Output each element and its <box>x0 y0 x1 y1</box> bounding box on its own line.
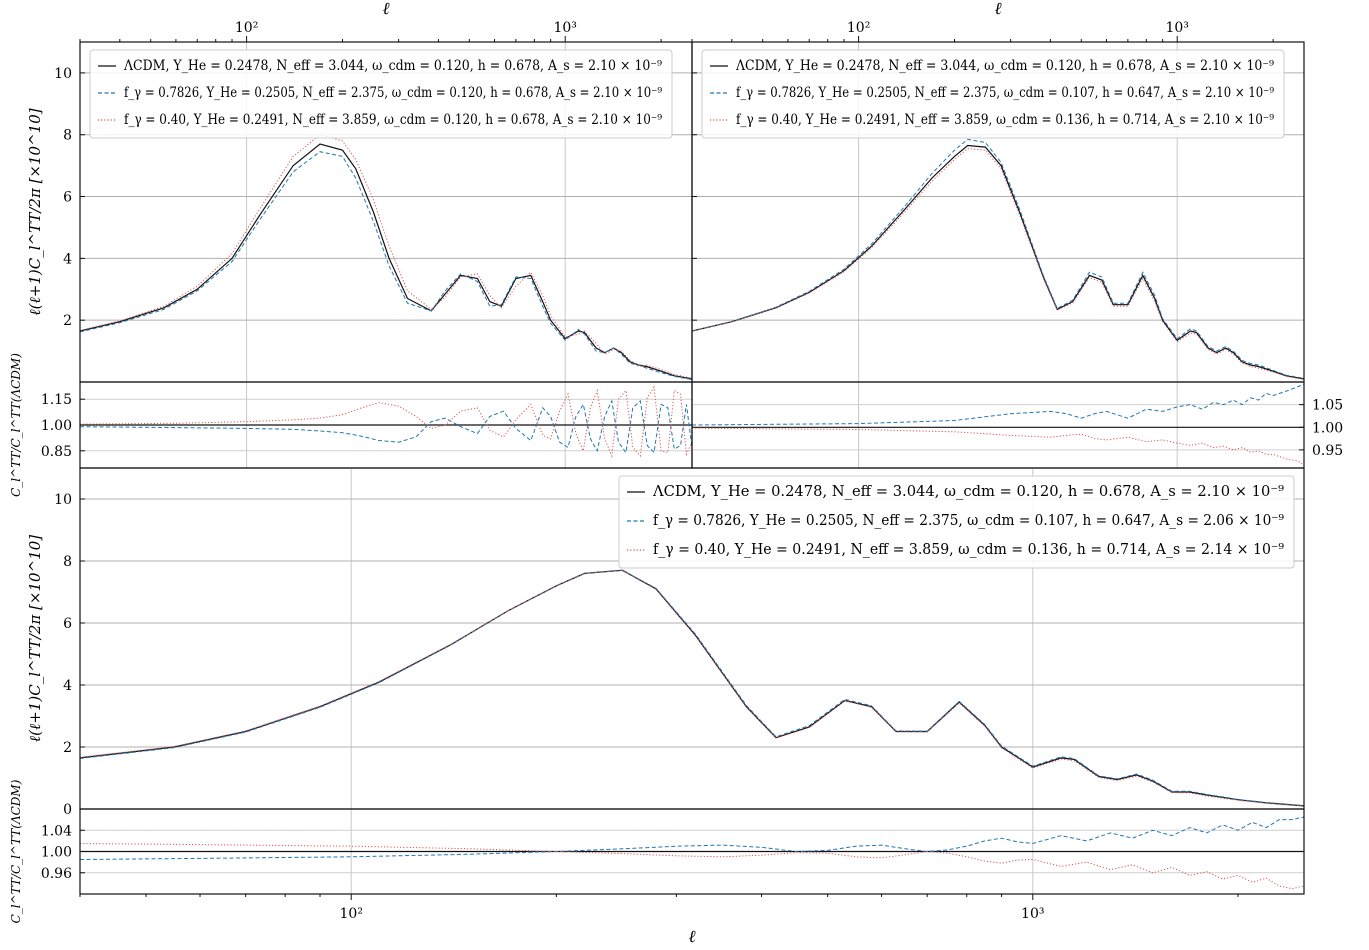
series-line-dotted <box>80 843 1304 890</box>
panel-bottom: 0 2 4 6 8 10 10² 10³ ℓ ℓ(ℓ+1)C_l^TT/2π [×10^10] ΛC… <box>26 467 1305 947</box>
y-axis-label: ℓ(ℓ+1)C_l^TT/2π [×10^10] <box>26 108 44 315</box>
y-axis-label: C_l^TT/C_l^TT(ΛCDM) <box>9 779 23 923</box>
y-tick-label: 6 <box>63 190 72 206</box>
panel-top-left: 2 4 6 8 10 10² 10³ ℓ ℓ(ℓ+1)C_l^TT/2π [×10^10] ΛCD… <box>26 0 693 383</box>
series-line-dotted <box>692 427 1304 467</box>
y-tick-label: 2 <box>63 740 72 756</box>
panel-bottom-ratio: 0.96 1.00 1.04 C_l^TT/C_l^TT(ΛCDM) <box>9 779 1305 923</box>
y-tick-label: 0.85 <box>41 444 72 460</box>
panel-frame <box>691 381 1305 469</box>
legend-label: f_γ = 0.7826, Y_He = 0.2505, N_eff = 2.3… <box>124 85 662 101</box>
y-tick-label: 8 <box>63 128 72 144</box>
series-line-dotted <box>80 134 692 379</box>
y-axis-label: C_l^TT/C_l^TT(ΛCDM) <box>9 353 23 497</box>
x-axis-label: ℓ <box>688 927 695 947</box>
series-line-solid <box>80 569 1304 807</box>
x-axis-label-top: ℓ <box>994 0 1001 19</box>
y-tick-label: 10 <box>54 492 72 508</box>
y-tick-label: 1.00 <box>41 418 72 434</box>
panel-top-left-ratio: 0.85 1.00 1.15 C_l^TT/C_l^TT(ΛCDM) <box>9 353 693 497</box>
legend-label: f_γ = 0.40, Y_He = 0.2491, N_eff = 3.859… <box>653 540 1284 558</box>
x-tick-label-top: 10³ <box>553 20 576 36</box>
legend-label: f_γ = 0.40, Y_He = 0.2491, N_eff = 3.859… <box>736 112 1275 128</box>
series-line-dashed <box>80 569 1304 807</box>
series-line-solid <box>80 143 692 380</box>
y-tick-label: 0.95 <box>1312 443 1343 459</box>
y-tick-label: 4 <box>63 678 72 694</box>
x-tick-label: 10² <box>340 906 363 922</box>
legend-label: f_γ = 0.40, Y_He = 0.2491, N_eff = 3.859… <box>124 112 663 128</box>
y-tick-label: 1.05 <box>1312 398 1343 414</box>
y-tick-label: 0.96 <box>41 866 72 882</box>
legend-label: f_γ = 0.7826, Y_He = 0.2505, N_eff = 2.3… <box>736 85 1274 101</box>
x-tick-label-top: 10² <box>235 20 258 36</box>
y-tick-label: 8 <box>63 554 72 570</box>
x-tick-label-top: 10² <box>847 20 870 36</box>
y-tick-label: 1.15 <box>41 392 72 408</box>
series-line-dotted <box>692 148 1304 380</box>
legend: ΛCDM, Y_He = 0.2478, N_eff = 3.044, ω_cd… <box>701 49 1285 139</box>
x-tick-label-top: 10³ <box>1165 20 1188 36</box>
y-tick-label: 1.04 <box>41 823 72 839</box>
y-tick-label: 1.00 <box>41 845 72 861</box>
legend-label: ΛCDM, Y_He = 0.2478, N_eff = 3.044, ω_cd… <box>652 482 1284 500</box>
y-tick-label: 10 <box>54 66 72 82</box>
legend-box <box>618 475 1295 569</box>
legend-label: f_γ = 0.7826, Y_He = 0.2505, N_eff = 2.3… <box>653 511 1284 529</box>
panel-top-right: 10² 10³ ℓ ΛCDM, Y_He = 0.2478, N_eff = 3.04… <box>691 0 1305 383</box>
series-line-dotted <box>80 570 1304 807</box>
y-tick-label: 6 <box>63 616 72 632</box>
x-tick-label: 10³ <box>1021 906 1044 922</box>
y-tick-label: 2 <box>63 313 72 329</box>
legend: ΛCDM, Y_He = 0.2478, N_eff = 3.044, ω_cd… <box>618 475 1295 569</box>
y-tick-label: 4 <box>63 251 72 267</box>
series-line-dotted <box>80 385 692 458</box>
legend-label: ΛCDM, Y_He = 0.2478, N_eff = 3.044, ω_cd… <box>735 58 1274 74</box>
series-line-dashed <box>80 151 692 380</box>
series-line-dashed <box>692 138 1304 379</box>
panel-frame <box>79 808 1305 895</box>
series-line-solid <box>692 144 1304 380</box>
legend-box <box>89 49 673 139</box>
y-axis-label: ℓ(ℓ+1)C_l^TT/2π [×10^10] <box>26 535 44 742</box>
series-line-dashed <box>80 399 692 454</box>
legend-box <box>701 49 1285 139</box>
panel-top-right-ratio: 0.95 1.00 1.05 <box>691 381 1343 469</box>
y-tick-label: 1.00 <box>1312 420 1343 436</box>
x-axis-label-top: ℓ <box>382 0 389 19</box>
legend: ΛCDM, Y_He = 0.2478, N_eff = 3.044, ω_cd… <box>89 49 673 139</box>
legend-label: ΛCDM, Y_He = 0.2478, N_eff = 3.044, ω_cd… <box>123 58 662 74</box>
y-tick-label: 0 <box>63 802 72 818</box>
series-line-dashed <box>80 816 1304 860</box>
